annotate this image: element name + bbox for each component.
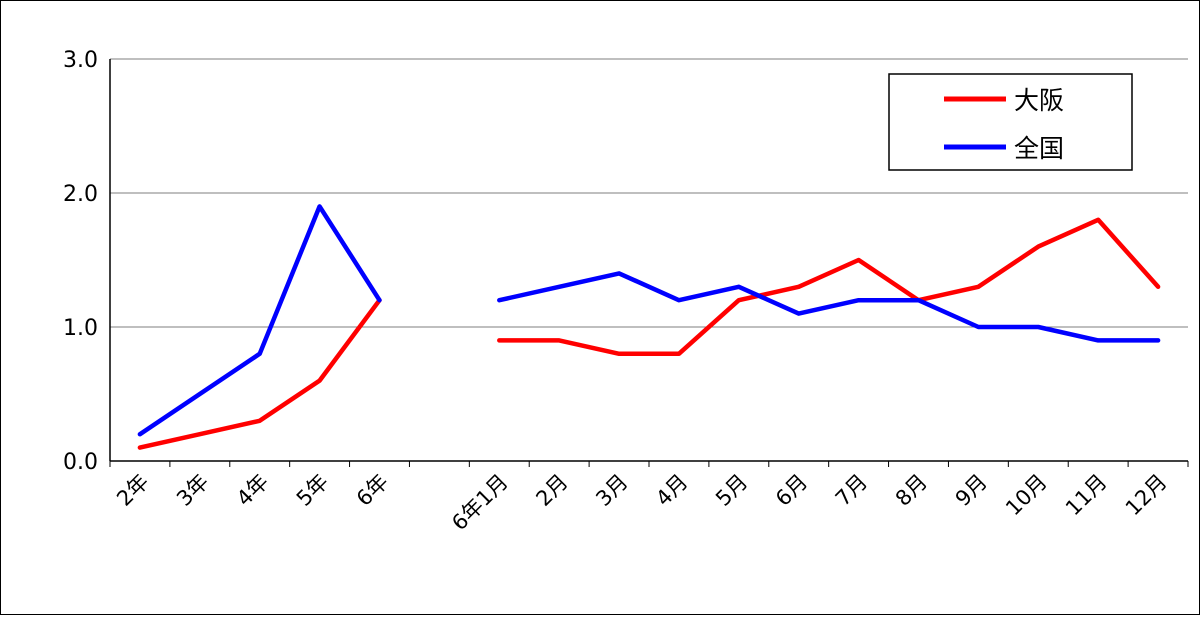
x-tick-label: 7月 xyxy=(831,470,872,511)
x-tick-label: 10月 xyxy=(1001,470,1052,521)
x-tick-label: 12月 xyxy=(1121,470,1172,521)
x-tick-label: 4月 xyxy=(651,470,692,511)
x-tick-label: 6年1月 xyxy=(447,470,513,536)
axis-layer xyxy=(109,59,1189,467)
series-line-national xyxy=(137,204,382,437)
series-layer xyxy=(137,204,1161,450)
legend: 大阪 全国 xyxy=(888,73,1133,171)
y-tick-label: 0.0 xyxy=(63,450,98,475)
x-tick-label: 3月 xyxy=(591,470,632,511)
x-tick-label: 3年 xyxy=(172,470,213,511)
legend-box xyxy=(888,73,1133,171)
x-tick-label: 8月 xyxy=(891,470,932,511)
y-tick-label: 3.0 xyxy=(63,48,98,73)
x-tick-label: 6年 xyxy=(352,470,393,511)
x-tick-label: 5月 xyxy=(711,470,752,511)
series-line-national xyxy=(497,271,1161,343)
y-tick-label: 2.0 xyxy=(63,182,98,207)
x-tick-label: 5年 xyxy=(292,470,333,511)
x-tick-labels: 2年 3年 4年 5年 6年 6年1月 2月 3月 4月 5月 6月 7月 8月 9月 10月 11月 12月 xyxy=(112,470,1171,536)
x-tick-label: 2月 xyxy=(531,470,572,511)
x-tick-label: 4年 xyxy=(232,470,273,511)
x-tick-label: 11月 xyxy=(1061,470,1112,521)
legend-label-osaka: 大阪 xyxy=(1014,86,1064,115)
y-tick-labels: 0.0 1.0 2.0 3.0 xyxy=(63,48,98,475)
series-line-osaka xyxy=(137,297,382,450)
y-tick-label: 1.0 xyxy=(63,316,98,341)
series-line-osaka xyxy=(497,217,1161,357)
legend-label-national: 全国 xyxy=(1014,134,1064,163)
x-tick-label: 6月 xyxy=(771,470,812,511)
x-tick-label: 9月 xyxy=(951,470,992,511)
x-tick-label: 2年 xyxy=(112,470,153,511)
